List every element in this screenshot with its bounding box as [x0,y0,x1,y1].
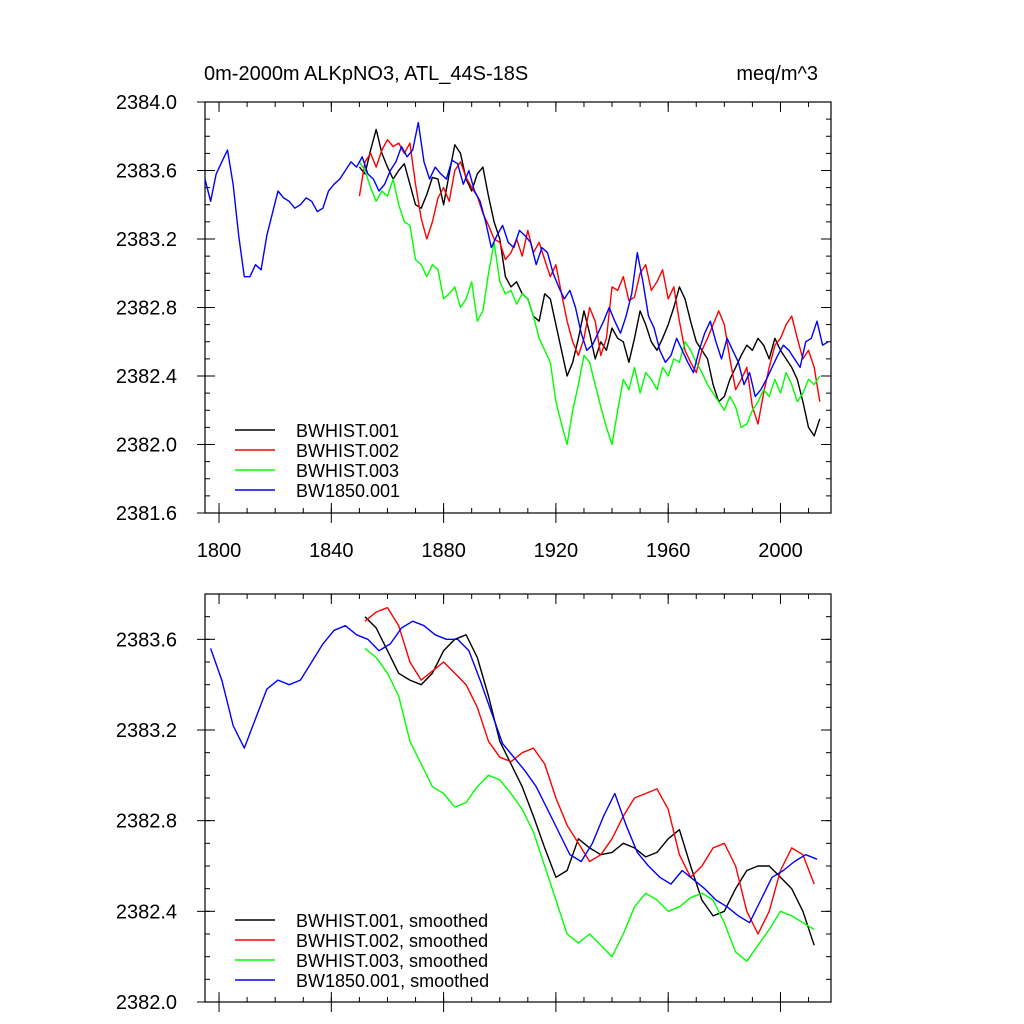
chart-units: meq/m^3 [736,63,818,85]
chart-title: 0m-2000m ALKpNO3, ATL_44S-18S [204,63,528,85]
bottom-series-bw1850-001 [209,620,818,924]
bottom-series-bwhist-001 [364,616,815,946]
top-xtick-label: 1960 [646,540,691,562]
bottom-series-bwhist-003 [364,647,815,962]
bottom-legend-label: BWHIST.003, smoothed [296,951,488,971]
top-xtick-label: 1920 [534,540,579,562]
top-series-bwhist-003 [358,161,821,446]
bottom-ytick-label: 2383.2 [116,720,177,742]
top-xtick-label: 1800 [197,540,242,562]
bottom-ytick-label: 2382.8 [116,811,177,833]
bottom-panel: 2382.0 2382.4 2382.8 2383.2 2383.6 BWHIST.00… [116,593,832,1014]
top-legend-label: BWHIST.003 [296,461,399,481]
top-xtick-label: 1840 [309,540,354,562]
top-legend-label: BW1850.001 [296,481,400,501]
top-xtick-label: 2000 [758,540,803,562]
top-axis-ticks: 2381.6 2382.0 2382.4 2382.8 2383.2 2383.6 2384… [116,92,831,562]
bottom-ytick-label: 2382.0 [116,992,177,1014]
top-ytick-label: 2381.6 [116,503,177,525]
top-ytick-label: 2384.0 [116,92,177,114]
top-ytick-label: 2382.8 [116,298,177,320]
top-series-bw1850-001 [204,121,829,398]
top-series-bwhist-002 [358,138,821,425]
bottom-ytick-label: 2382.4 [116,901,177,923]
bottom-legend-label: BW1850.001, smoothed [296,971,489,991]
top-xtick-label: 1880 [421,540,466,562]
top-ytick-label: 2383.6 [116,161,177,183]
bottom-series-bwhist-002 [364,606,815,935]
top-ytick-label: 2382.0 [116,435,177,457]
bottom-ytick-label: 2383.6 [116,629,177,651]
top-series-bwhist-001 [358,128,821,437]
top-panel: 0m-2000m ALKpNO3, ATL_44S-18S meq/m^3 23… [116,63,832,562]
bottom-axis-ticks: 2382.0 2382.4 2382.8 2383.2 2383.6 [116,593,831,1014]
top-legend-label: BWHIST.001 [296,421,399,441]
bottom-legend-label: BWHIST.001, smoothed [296,911,488,931]
top-ytick-label: 2383.2 [116,229,177,251]
bottom-series-group [209,606,818,962]
top-legend-label: BWHIST.002 [296,441,399,461]
top-ytick-label: 2382.4 [116,366,177,388]
bottom-legend-label: BWHIST.002, smoothed [296,931,488,951]
top-series-group [204,121,829,446]
